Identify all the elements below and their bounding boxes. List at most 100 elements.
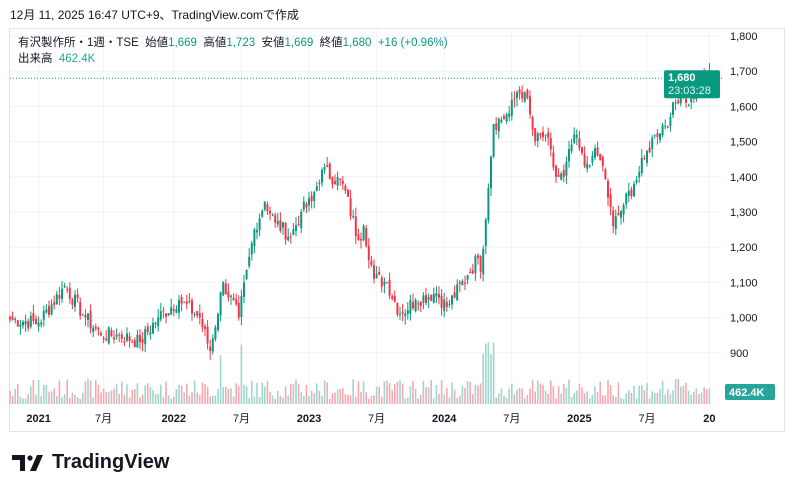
volume-bar [344, 393, 347, 404]
price-chart[interactable]: 1,800 1,700 1,600 1,500 1,400 1,300 1,200 1,100… [0, 0, 795, 440]
candle [523, 91, 526, 103]
candle [198, 304, 201, 325]
volume-bar [368, 398, 370, 404]
candle [185, 294, 188, 310]
last-price-badge [664, 70, 720, 99]
volume-bar [360, 392, 362, 404]
volume-bar [477, 385, 479, 404]
candle [570, 138, 573, 154]
volume-bar [100, 392, 102, 404]
candle [339, 178, 342, 186]
volume-bar [682, 385, 685, 404]
volume-bar [599, 381, 601, 404]
volume-bar [251, 380, 253, 404]
volume-bar [157, 394, 159, 404]
candle [102, 336, 105, 344]
volume-bar [238, 385, 240, 404]
volume-bar [693, 391, 695, 404]
volume-bar [667, 389, 669, 404]
candle [531, 115, 534, 137]
candle [84, 309, 87, 327]
volume-bar [271, 395, 274, 404]
candle [315, 181, 318, 192]
volume-badge [725, 384, 775, 400]
volume-bar [167, 395, 170, 404]
candle [297, 215, 300, 227]
volume-bar [401, 383, 404, 404]
candle [383, 277, 386, 294]
volume-bar [74, 394, 76, 404]
volume-bar [279, 396, 282, 404]
candle [344, 183, 347, 194]
candle [232, 293, 235, 301]
volume-bar [201, 382, 204, 404]
volume-bar [321, 395, 323, 404]
candle [289, 232, 292, 244]
candle [323, 163, 326, 174]
candle [544, 134, 547, 142]
volume-bar [131, 389, 133, 404]
volume-bar [524, 397, 526, 404]
candle [526, 88, 529, 100]
candle [513, 91, 516, 108]
candle [37, 316, 40, 332]
candle [81, 313, 84, 316]
candle [243, 274, 245, 304]
volume-bar [544, 390, 547, 404]
volume-bar [573, 392, 575, 404]
y-tick-label: 1,400 [730, 172, 758, 184]
volume-bar [583, 393, 586, 404]
candle [560, 171, 563, 181]
volume-bar [248, 397, 250, 404]
volume-bar [687, 390, 690, 404]
volume-bar [633, 385, 635, 404]
volume-bar [404, 398, 406, 404]
volume-bar [394, 383, 396, 404]
volume-bar [282, 397, 284, 404]
candle [305, 201, 308, 214]
volume-bar [292, 384, 295, 404]
candle [256, 222, 258, 240]
candle [414, 298, 417, 313]
y-tick-label: 1,300 [730, 207, 758, 219]
volume-bar [243, 384, 245, 404]
volume-bar [287, 395, 289, 404]
volume-bar [386, 380, 388, 404]
candle [612, 206, 615, 234]
volume-bar [516, 389, 518, 404]
volume-bar [141, 394, 144, 404]
volume-bar [264, 386, 266, 404]
candle [334, 174, 336, 185]
candle [58, 287, 61, 306]
candle [230, 294, 232, 305]
candle [362, 224, 365, 242]
candle [146, 322, 149, 336]
tradingview-logo[interactable]: TradingView [12, 451, 169, 474]
x-tick-label: 2025 [567, 413, 591, 425]
candle [92, 324, 95, 338]
volume-bar [609, 385, 612, 404]
candle [422, 292, 425, 310]
candle [313, 190, 316, 209]
volume-bar [622, 398, 625, 404]
volume-bar [654, 392, 656, 404]
x-tick-label: 7月 [638, 413, 655, 425]
candle [206, 320, 209, 350]
volume-bar [511, 383, 513, 404]
volume-bar [586, 391, 588, 404]
volume-bar [638, 385, 640, 404]
candle [172, 304, 175, 317]
volume-bar [35, 394, 37, 404]
candle [201, 312, 204, 332]
volume-bar [108, 392, 110, 404]
volume-bar [529, 388, 531, 404]
candle [601, 155, 604, 172]
volume-bar [297, 383, 300, 404]
volume-bar [459, 395, 461, 404]
volume-bar [269, 391, 271, 404]
volume-bar [334, 392, 336, 404]
volume-bar [443, 394, 445, 404]
candle [219, 291, 222, 322]
volume-bar [336, 389, 339, 404]
candle [269, 206, 271, 221]
